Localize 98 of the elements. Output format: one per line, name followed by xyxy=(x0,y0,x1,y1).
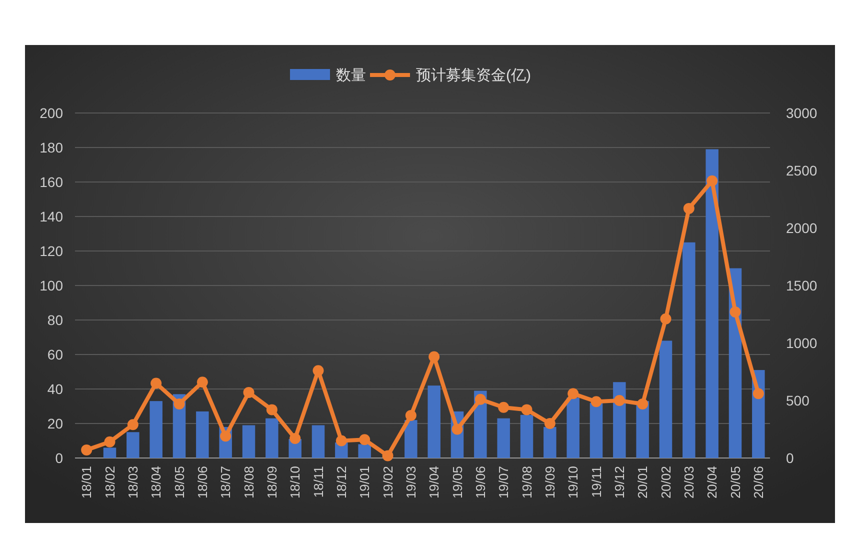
point xyxy=(405,410,416,421)
point xyxy=(243,386,254,398)
y2-tick-label: 2000 xyxy=(786,220,818,236)
bar xyxy=(312,425,325,458)
x-tick-label: 18/12 xyxy=(334,466,349,499)
x-tick-label: 18/10 xyxy=(288,466,303,499)
bar xyxy=(126,432,140,458)
bar xyxy=(497,418,510,458)
y2-tick-label: 1000 xyxy=(786,335,818,351)
bar xyxy=(544,426,556,458)
y2-tick-label: 500 xyxy=(786,392,810,408)
point xyxy=(730,306,741,318)
bar xyxy=(659,340,672,458)
x-tick-label: 19/06 xyxy=(472,466,488,499)
point xyxy=(174,398,185,410)
point xyxy=(544,418,556,429)
x-tick-label: 19/02 xyxy=(380,466,396,499)
bar xyxy=(196,411,209,458)
y-tick-label: 60 xyxy=(47,346,64,362)
y2-tick-label: 1500 xyxy=(786,278,818,294)
x-tick-label: 18/06 xyxy=(194,466,210,499)
point xyxy=(196,376,208,388)
x-tick-label: 18/02 xyxy=(102,466,118,499)
x-tick-label: 19/03 xyxy=(403,466,418,499)
legend-label: 预计募集资金(亿) xyxy=(416,67,531,84)
x-tick-label: 18/08 xyxy=(241,466,256,499)
x-tick-label: 18/01 xyxy=(79,466,94,499)
bar xyxy=(266,418,278,458)
y-tick-label: 200 xyxy=(40,105,64,121)
x-tick-label: 19/09 xyxy=(542,466,558,499)
x-tick-label: 19/04 xyxy=(426,466,442,499)
y-tick-label: 100 xyxy=(40,278,64,294)
point xyxy=(474,394,486,405)
bar xyxy=(150,401,162,458)
point xyxy=(150,378,162,389)
x-tick-label: 20/06 xyxy=(750,466,766,499)
y2-tick-label: 0 xyxy=(786,450,794,466)
point xyxy=(521,404,532,416)
point xyxy=(81,444,92,456)
x-tick-label: 18/11 xyxy=(310,466,326,498)
point xyxy=(660,313,672,324)
point xyxy=(452,424,463,435)
x-tick-label: 20/03 xyxy=(681,466,696,499)
x-tick-label: 20/01 xyxy=(635,466,650,499)
bar xyxy=(404,420,418,458)
bar xyxy=(103,448,116,458)
bar xyxy=(682,242,696,458)
point xyxy=(706,175,718,186)
bar xyxy=(520,414,534,458)
x-tick-label: 19/08 xyxy=(519,466,534,499)
bar xyxy=(358,444,371,458)
bar xyxy=(242,425,256,458)
point xyxy=(359,434,370,446)
y2-tick-label: 2500 xyxy=(786,162,818,178)
y-tick-label: 20 xyxy=(47,416,64,432)
point xyxy=(336,435,347,446)
point xyxy=(614,395,625,406)
point xyxy=(127,419,138,430)
x-tick-label: 19/11 xyxy=(588,466,604,498)
point xyxy=(266,404,278,416)
y2-tick-label: 3000 xyxy=(786,105,818,121)
point xyxy=(752,388,764,400)
y-tick-label: 120 xyxy=(40,243,64,259)
point xyxy=(220,430,232,442)
y-tick-label: 0 xyxy=(55,450,64,466)
x-tick-label: 19/12 xyxy=(612,466,627,499)
bar xyxy=(706,149,718,458)
x-tick-label: 19/07 xyxy=(496,466,512,499)
point xyxy=(683,202,694,214)
x-tick-label: 19/10 xyxy=(566,466,581,499)
point xyxy=(590,396,602,408)
point xyxy=(290,432,301,444)
y-tick-label: 40 xyxy=(47,381,64,397)
x-tick-label: 18/05 xyxy=(172,466,187,499)
point xyxy=(428,351,440,362)
bar xyxy=(566,398,580,458)
legend-label: 数量 xyxy=(336,67,366,84)
x-tick-label: 18/09 xyxy=(264,466,280,499)
y-tick-label: 140 xyxy=(40,208,64,224)
y-tick-label: 180 xyxy=(40,140,64,156)
point xyxy=(498,402,510,413)
bar xyxy=(590,402,603,458)
x-tick-label: 18/07 xyxy=(218,466,234,499)
x-tick-label: 20/04 xyxy=(704,466,720,499)
point xyxy=(382,450,394,462)
x-tick-label: 20/02 xyxy=(658,466,674,499)
x-tick-label: 19/01 xyxy=(357,466,372,499)
point xyxy=(637,398,648,410)
y-tick-label: 80 xyxy=(47,312,64,328)
bar xyxy=(428,386,440,458)
point xyxy=(568,388,579,400)
x-tick-label: 20/05 xyxy=(728,466,743,499)
x-tick-label: 19/05 xyxy=(450,466,465,499)
point xyxy=(104,436,116,448)
x-tick-label: 18/03 xyxy=(125,466,140,499)
point xyxy=(312,365,324,376)
y-tick-label: 160 xyxy=(40,174,64,190)
x-tick-label: 18/04 xyxy=(148,466,164,499)
